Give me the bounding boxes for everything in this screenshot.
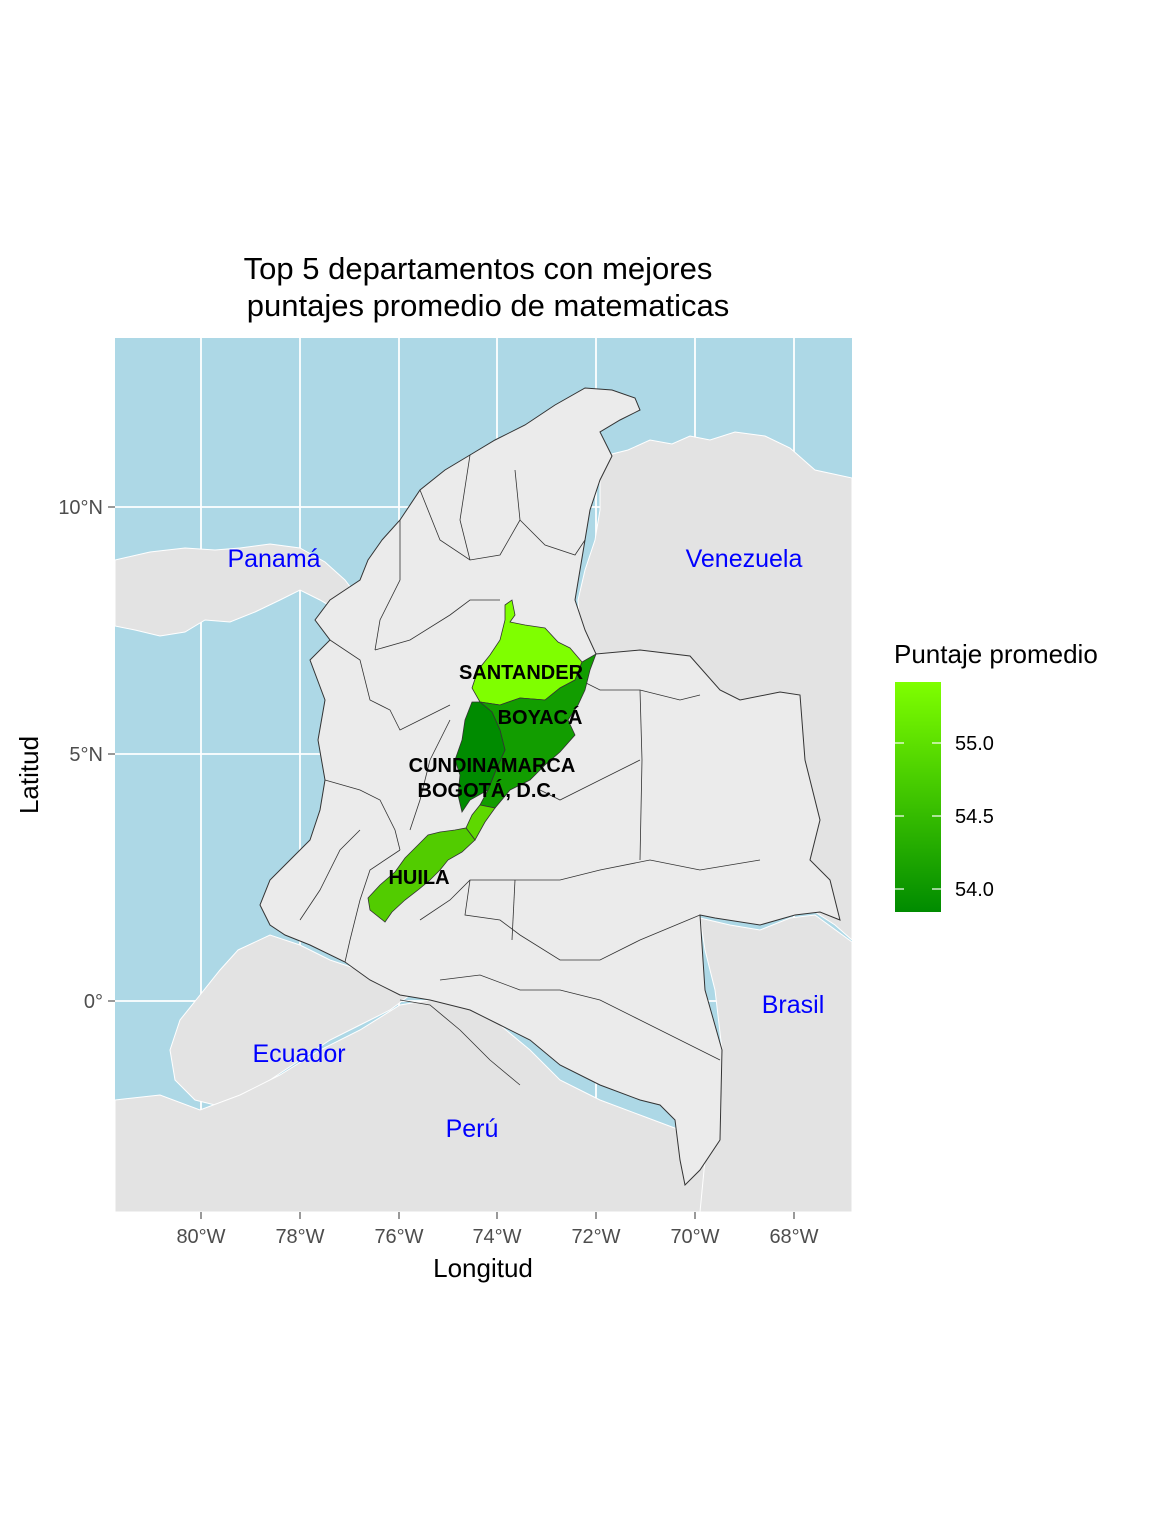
country-label-peru: Perú xyxy=(446,1115,499,1143)
dept-label-huila: HUILA xyxy=(388,867,449,889)
country-label-panama: Panamá xyxy=(227,545,320,573)
legend-tick-label: 54.5 xyxy=(955,806,994,828)
ecuador-land xyxy=(169,934,411,1106)
x-axis-title: Longitud xyxy=(433,1253,533,1283)
map-panel: Panamá Venezuela Brasil Ecuador Perú SAN… xyxy=(115,338,852,1212)
country-label-ecuador: Ecuador xyxy=(252,1040,345,1068)
dept-label-boyaca: BOYACÁ xyxy=(498,706,583,729)
x-tick-label: 78°W xyxy=(275,1226,324,1248)
region-huila xyxy=(367,827,476,923)
y-axis: 10°N 5°N 0° Latitud xyxy=(14,497,115,1013)
country-label-brasil: Brasil xyxy=(762,991,825,1019)
x-axis: 80°W 78°W 76°W 74°W 72°W 70°W 68°W Longi… xyxy=(176,1212,819,1283)
dept-label-bogota: BOGOTÁ, D.C. xyxy=(418,779,557,802)
department-boundaries xyxy=(299,454,761,1086)
dept-label-cundinamarca: CUNDINAMARCA xyxy=(409,755,576,777)
dept-label-santander: SANTANDER xyxy=(459,662,584,684)
y-tick-label: 0° xyxy=(84,991,103,1013)
region-cundinamarca xyxy=(454,701,506,813)
x-tick-label: 76°W xyxy=(374,1226,423,1248)
x-tick-label: 72°W xyxy=(571,1226,620,1248)
chart-title-line2: puntajes promedio de matematicas xyxy=(247,288,729,323)
legend-tick-label: 54.0 xyxy=(955,879,994,901)
x-tick-label: 68°W xyxy=(769,1226,818,1248)
legend: Puntaje promedio 55.0 54.5 54.0 xyxy=(894,639,1098,912)
x-tick-label: 74°W xyxy=(472,1226,521,1248)
x-tick-label: 70°W xyxy=(670,1226,719,1248)
country-label-venezuela: Venezuela xyxy=(686,545,803,573)
legend-colorbar xyxy=(895,682,941,912)
y-tick-label: 10°N xyxy=(58,497,103,519)
legend-tick-label: 55.0 xyxy=(955,733,994,755)
legend-title: Puntaje promedio xyxy=(894,639,1098,669)
y-tick-label: 5°N xyxy=(69,744,103,766)
y-axis-title: Latitud xyxy=(14,736,44,814)
x-tick-label: 80°W xyxy=(176,1226,225,1248)
brasil-land xyxy=(699,914,852,1212)
chart-title-line1: Top 5 departamentos con mejores xyxy=(244,251,713,286)
